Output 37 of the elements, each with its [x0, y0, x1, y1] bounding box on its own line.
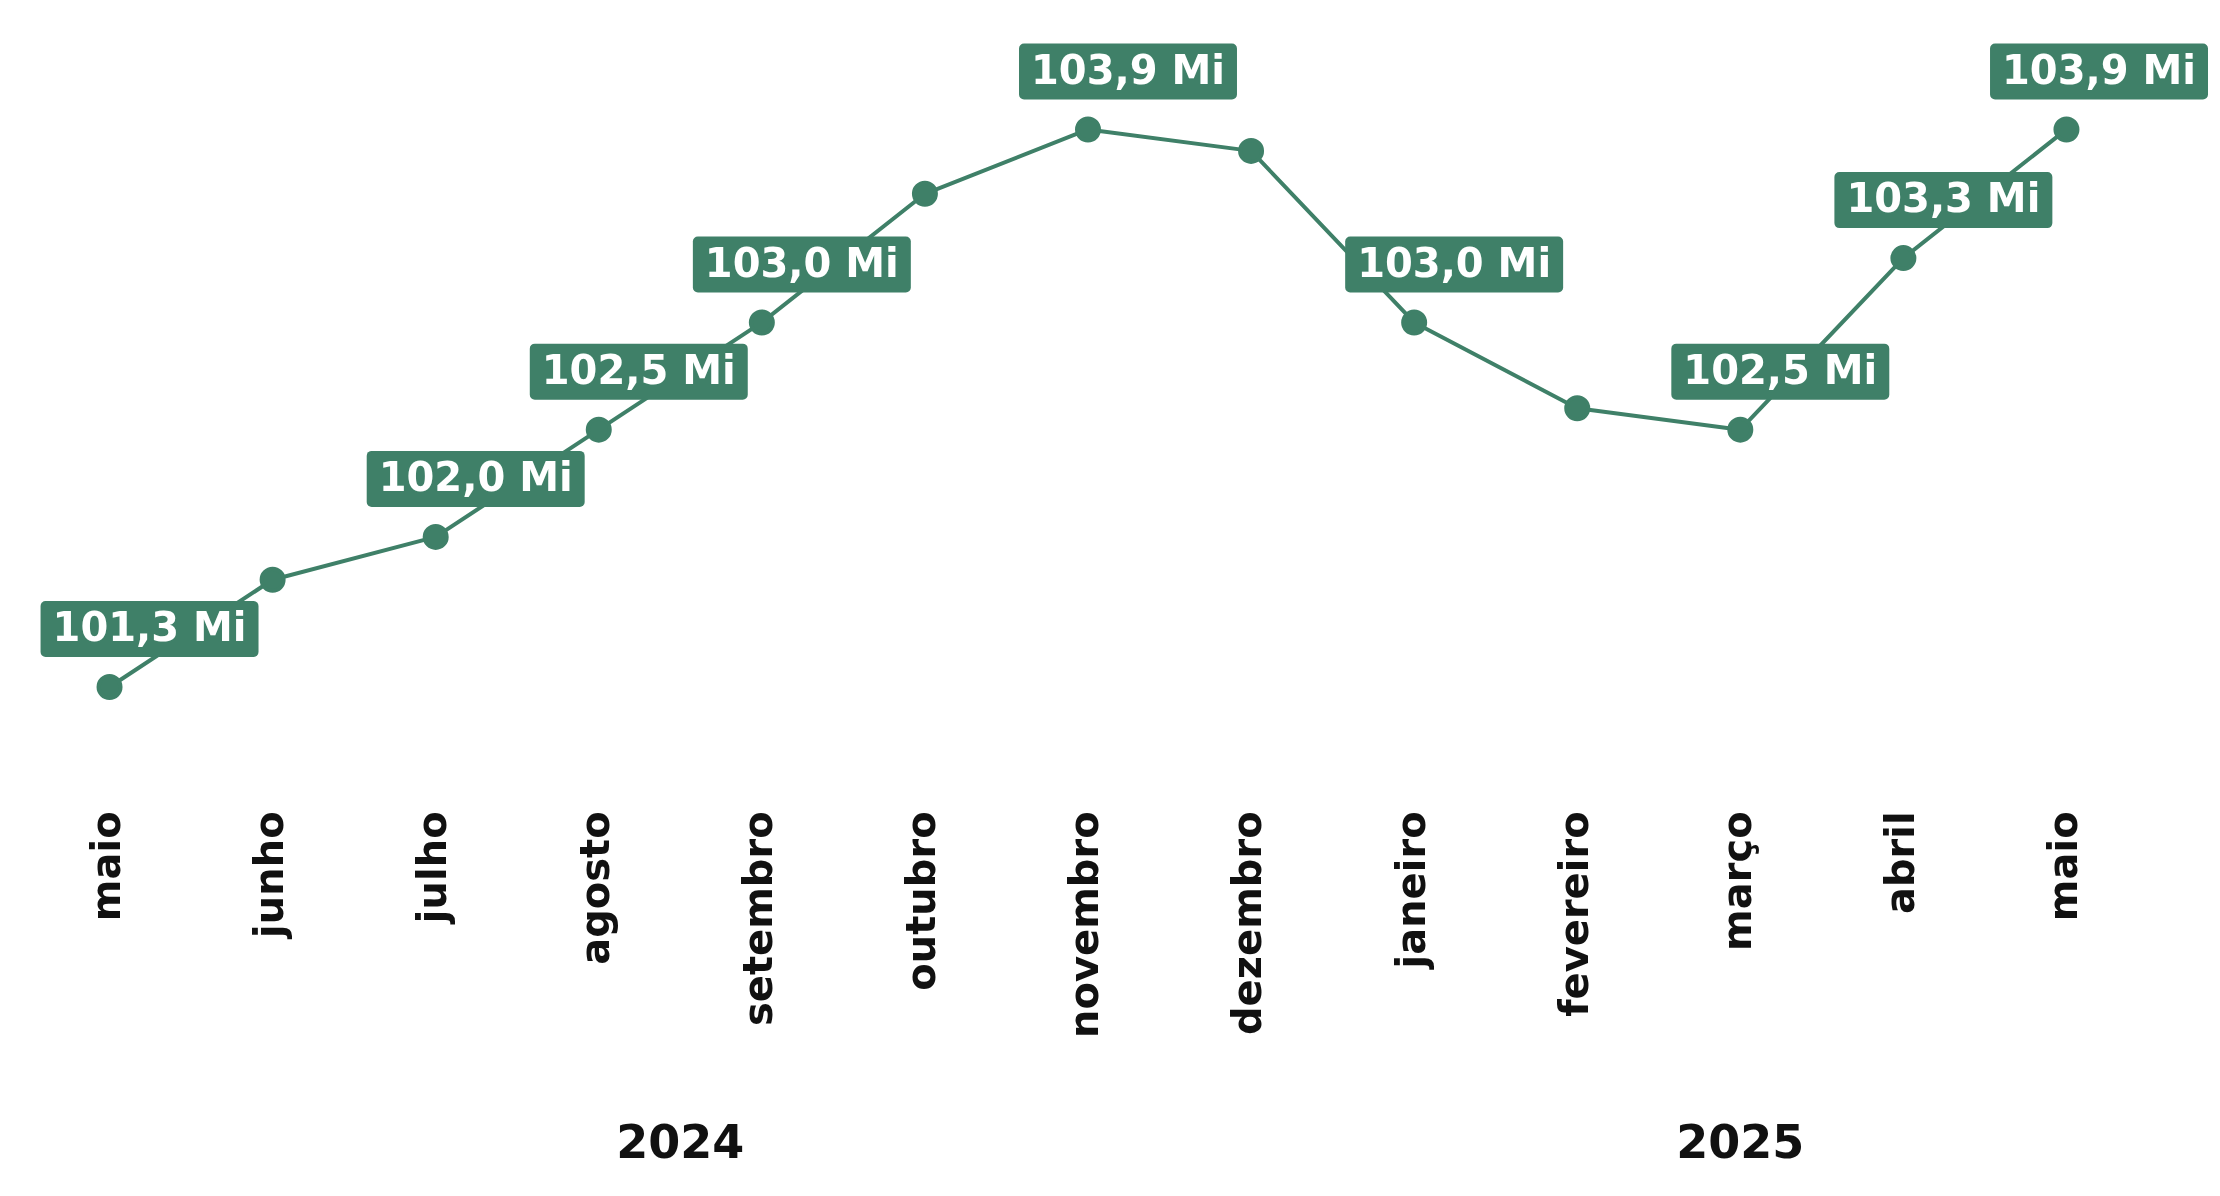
point — [1890, 245, 1917, 272]
x-tick-label: maio — [82, 811, 129, 922]
x-tick-label: agosto — [572, 811, 619, 965]
point — [96, 673, 123, 700]
data-label: 101,3 Mi — [52, 604, 247, 651]
data-label: 103,9 Mi — [1031, 46, 1225, 93]
point — [1564, 395, 1591, 422]
point — [422, 523, 449, 550]
data-label: 103,0 Mi — [704, 239, 899, 286]
point — [1238, 137, 1265, 164]
x-tick-label: julho — [409, 811, 456, 926]
data-label: 103,0 Mi — [1357, 239, 1552, 286]
x-tick-label: abril — [1876, 811, 1923, 915]
x-tick-label: outubro — [898, 811, 945, 991]
point — [1727, 416, 1754, 443]
point — [748, 309, 775, 336]
point — [1075, 116, 1101, 143]
text: 2025 — [1676, 1115, 1805, 1169]
x-tick-label: setembro — [735, 811, 782, 1027]
data-label: 103,9 Mi — [2002, 46, 2196, 93]
data-label: 102,0 Mi — [378, 454, 573, 501]
x-tick-label: novembro — [1061, 811, 1108, 1039]
x-tick-label: fevereiro — [1550, 811, 1597, 1017]
x-tick-label: junho — [246, 811, 293, 940]
data-label: 103,3 Mi — [1846, 175, 2041, 222]
point — [585, 416, 612, 443]
x-tick-label: dezembro — [1224, 811, 1271, 1036]
data-label: 102,5 Mi — [1683, 347, 1878, 394]
x-tick-label: março — [1713, 811, 1760, 951]
text: 2024 — [616, 1115, 745, 1169]
point — [911, 180, 938, 207]
point — [2053, 116, 2080, 143]
data-label: 102,5 Mi — [541, 347, 736, 394]
x-tick-label: maio — [2039, 811, 2086, 922]
point — [259, 566, 286, 593]
x-tick-label: janeiro — [1387, 811, 1434, 971]
point — [1401, 309, 1428, 336]
